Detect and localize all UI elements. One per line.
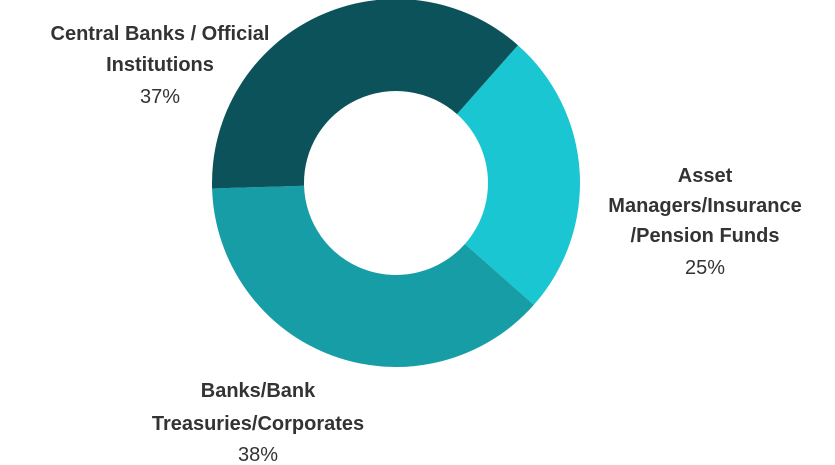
donut-slices — [212, 0, 580, 368]
donut-slice-asset-managers — [456, 45, 580, 305]
slice-label-central-banks-line-2: Institutions — [106, 54, 214, 76]
slice-pct-asset-managers: 25% — [685, 257, 725, 279]
donut-slice-central-banks — [212, 0, 518, 189]
slice-label-asset-managers-line-2: Managers/Insurance — [608, 195, 801, 217]
slice-label-central-banks-line-1: Central Banks / Official — [51, 23, 270, 45]
slice-pct-banks: 38% — [238, 444, 278, 465]
slice-label-banks-line-1: Banks/Bank — [201, 380, 316, 402]
slice-pct-central-banks: 37% — [140, 86, 180, 108]
slice-label-banks-line-2: Treasuries/Corporates — [152, 413, 364, 435]
donut-labels: Asset Managers/Insurance /Pension Funds … — [51, 23, 802, 465]
slice-label-asset-managers-line-1: Asset — [678, 165, 733, 187]
slice-label-asset-managers-line-3: /Pension Funds — [631, 225, 780, 247]
donut-slice-banks — [212, 185, 534, 368]
